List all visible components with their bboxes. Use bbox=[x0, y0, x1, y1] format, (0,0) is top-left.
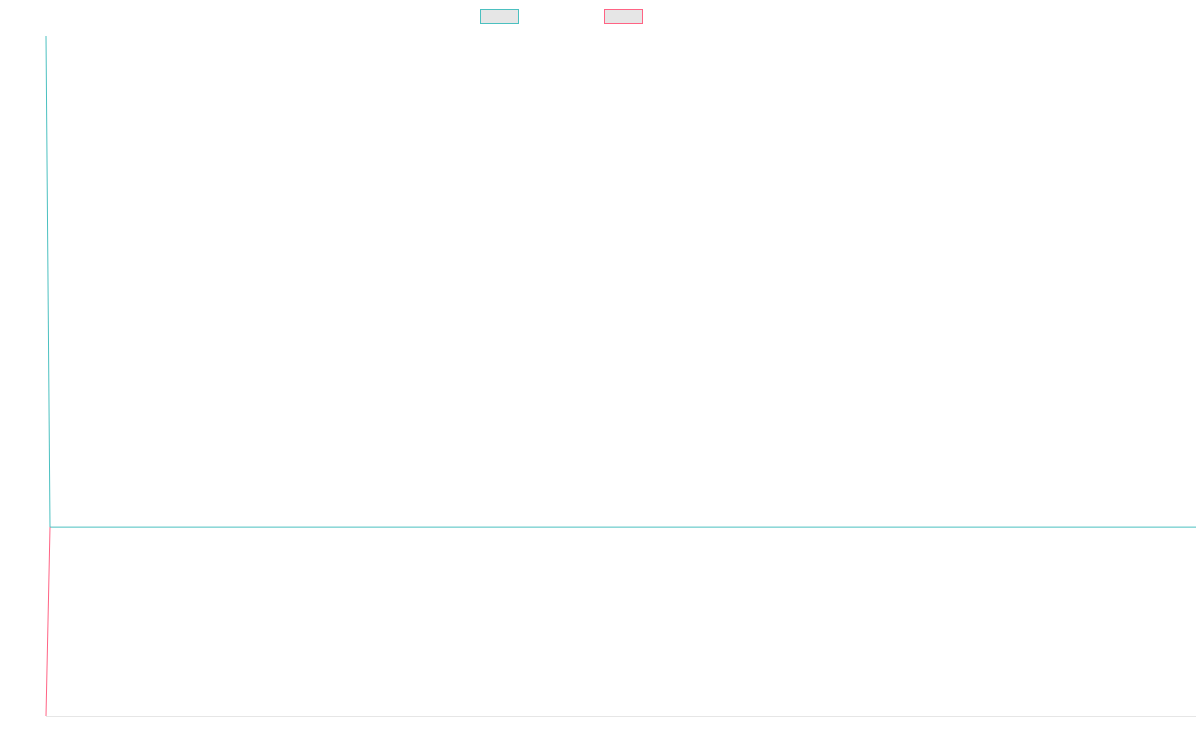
series-line-1 bbox=[45, 527, 51, 717]
series-layer bbox=[45, 35, 1196, 717]
legend bbox=[480, 9, 645, 27]
legend-swatch-series-0 bbox=[480, 9, 519, 24]
legend-swatch-series-1 bbox=[604, 9, 643, 24]
series-line-0 bbox=[45, 35, 1196, 528]
